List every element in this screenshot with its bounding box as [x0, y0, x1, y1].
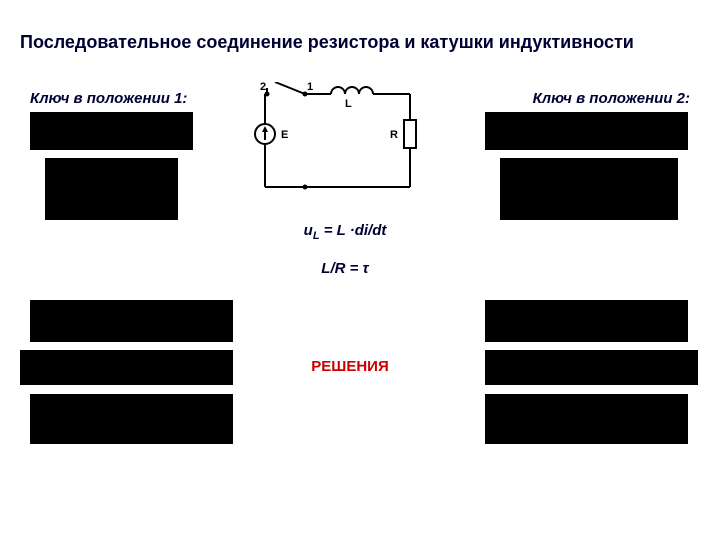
solutions-label: РЕШЕНИЯ [280, 358, 420, 375]
redacted-box [485, 394, 688, 444]
redacted-box [500, 158, 678, 220]
redacted-box [20, 350, 233, 385]
redacted-box [30, 112, 193, 150]
circuit-label-L: L [345, 98, 352, 110]
page-title: Последовательное соединение резистора и … [20, 32, 700, 53]
redacted-box [45, 158, 178, 220]
formula-ul: uL = L ·di/dt [270, 222, 420, 242]
circuit-label-pos2: 2 [260, 82, 266, 93]
heading-left: Ключ в положении 1: [30, 90, 187, 107]
redacted-box [485, 300, 688, 342]
redacted-box [30, 394, 233, 444]
redacted-box [30, 300, 233, 342]
heading-right: Ключ в положении 2: [533, 90, 690, 107]
circuit-label-E: E [281, 129, 288, 141]
redacted-box [485, 350, 698, 385]
circuit-label-pos1: 1 [307, 82, 313, 93]
redacted-box [485, 112, 688, 150]
circuit-svg: 2 1 L R E [245, 82, 425, 202]
circuit-diagram: 2 1 L R E [245, 82, 425, 202]
circuit-label-R: R [390, 129, 398, 141]
formula-tau: L/R = τ [270, 260, 420, 277]
